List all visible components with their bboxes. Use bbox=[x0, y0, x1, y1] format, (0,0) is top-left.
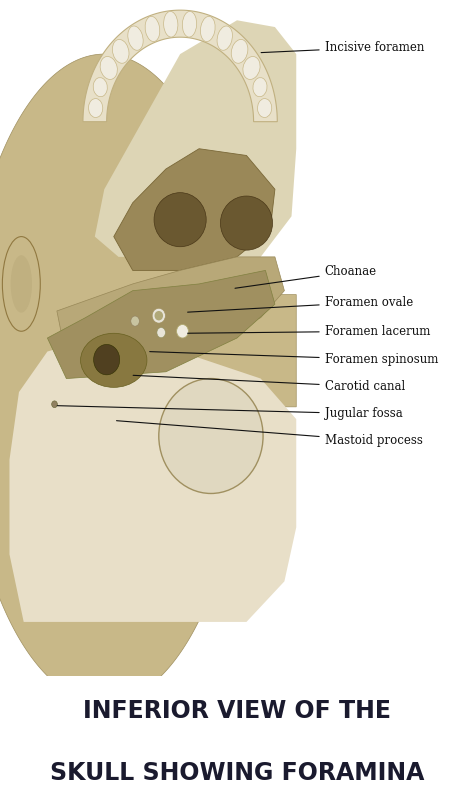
Polygon shape bbox=[114, 149, 275, 270]
Ellipse shape bbox=[112, 39, 129, 63]
Ellipse shape bbox=[10, 255, 32, 313]
Polygon shape bbox=[95, 20, 296, 257]
Polygon shape bbox=[9, 338, 296, 622]
Ellipse shape bbox=[94, 345, 119, 375]
Text: Choanae: Choanae bbox=[235, 266, 377, 288]
Ellipse shape bbox=[154, 193, 206, 246]
Ellipse shape bbox=[152, 308, 165, 323]
Ellipse shape bbox=[157, 327, 165, 338]
Ellipse shape bbox=[93, 78, 107, 97]
Ellipse shape bbox=[81, 334, 147, 387]
Text: SKULL SHOWING FORAMINA: SKULL SHOWING FORAMINA bbox=[50, 761, 424, 785]
Ellipse shape bbox=[253, 78, 267, 97]
Ellipse shape bbox=[131, 316, 139, 326]
Text: Foramen spinosum: Foramen spinosum bbox=[150, 352, 438, 366]
Polygon shape bbox=[57, 257, 284, 358]
Ellipse shape bbox=[159, 378, 263, 494]
Text: Foramen lacerum: Foramen lacerum bbox=[188, 325, 430, 338]
Ellipse shape bbox=[155, 311, 163, 321]
Polygon shape bbox=[83, 10, 277, 122]
Text: Incisive foramen: Incisive foramen bbox=[261, 41, 424, 54]
Ellipse shape bbox=[231, 39, 248, 63]
Ellipse shape bbox=[201, 16, 215, 42]
Text: Jugular fossa: Jugular fossa bbox=[57, 406, 402, 420]
Text: INFERIOR VIEW OF THE: INFERIOR VIEW OF THE bbox=[83, 698, 391, 722]
Ellipse shape bbox=[220, 196, 273, 250]
Ellipse shape bbox=[164, 11, 178, 37]
Polygon shape bbox=[47, 270, 275, 378]
Ellipse shape bbox=[2, 237, 40, 331]
Polygon shape bbox=[0, 54, 296, 703]
Ellipse shape bbox=[128, 26, 143, 50]
Ellipse shape bbox=[52, 401, 57, 408]
Ellipse shape bbox=[176, 325, 189, 338]
Text: Mastoid process: Mastoid process bbox=[117, 421, 422, 447]
Ellipse shape bbox=[100, 57, 118, 79]
Text: Carotid canal: Carotid canal bbox=[133, 375, 405, 393]
Ellipse shape bbox=[182, 11, 197, 37]
Text: Foramen ovale: Foramen ovale bbox=[188, 296, 413, 312]
Ellipse shape bbox=[257, 98, 272, 118]
Ellipse shape bbox=[243, 57, 260, 79]
Ellipse shape bbox=[145, 16, 160, 42]
Ellipse shape bbox=[217, 26, 232, 50]
Ellipse shape bbox=[89, 98, 103, 118]
